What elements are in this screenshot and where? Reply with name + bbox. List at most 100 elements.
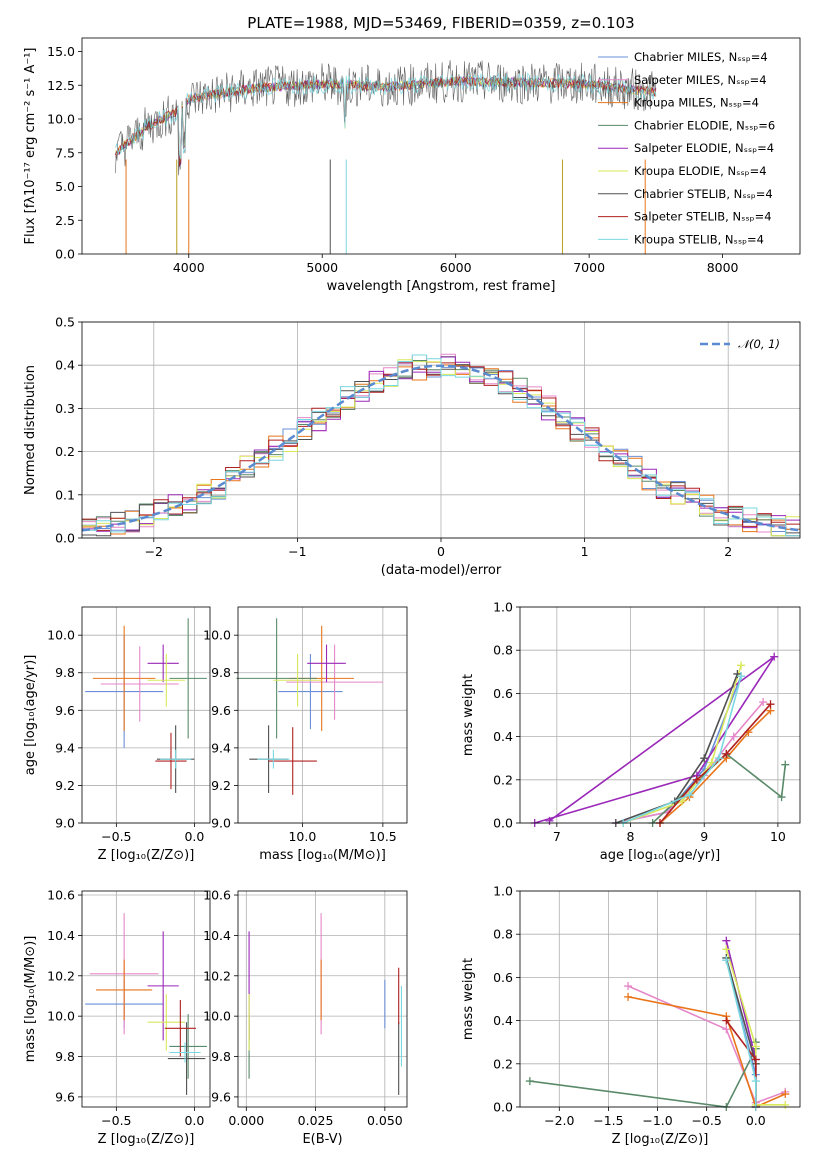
y-tick-label: 9.2	[55, 778, 75, 793]
weight-marker	[759, 698, 768, 707]
y-tick-label: 0.8	[493, 927, 513, 942]
y-tick-label: 9.0	[55, 816, 75, 831]
y-tick-label: 9.0	[211, 816, 231, 831]
chart-title: PLATE=1988, MJD=53469, FIBERID=0359, z=0…	[247, 14, 634, 32]
y-tick-label: 1.0	[493, 600, 513, 615]
x-tick-label: 4000	[173, 260, 205, 275]
x-tick-label: 8000	[707, 260, 739, 275]
weight-line	[627, 985, 786, 1104]
legend-label: Kroupa ELODIE, Nₛₛₚ=4	[634, 164, 767, 178]
weight-marker	[722, 945, 731, 954]
axes-frame	[519, 606, 801, 824]
legend-label: Chabrier MILES, Nₛₛₚ=4	[634, 50, 768, 64]
y-tick-label: 10.2	[47, 968, 75, 983]
y-tick-label: 10.0	[203, 1009, 231, 1024]
x-tick-label: 0.050	[367, 1113, 403, 1128]
y-tick-label: 0.2	[493, 772, 513, 787]
y-tick-label: 9.8	[211, 1049, 231, 1064]
y-tick-label: 10.4	[203, 928, 231, 943]
spectra	[115, 60, 657, 254]
weight-marker	[751, 1077, 760, 1086]
x-tick-label: 6000	[440, 260, 472, 275]
x-tick-label: 8	[627, 829, 635, 844]
x-tick-label: 1	[581, 544, 589, 559]
legend-label: Kroupa STELIB, Nₛₛₚ=4	[634, 232, 764, 246]
x-axis-label: age [log₁₀(age/yr)]	[600, 848, 721, 863]
histogram-series	[82, 354, 800, 537]
x-tick-label: 10.5	[369, 829, 397, 844]
weight-marker	[624, 982, 633, 991]
axes-frame	[81, 37, 801, 255]
y-tick-label: 9.8	[55, 665, 75, 680]
x-tick-label: 0.0	[746, 1113, 766, 1128]
weight-marker	[525, 1077, 534, 1086]
weight-marker	[692, 775, 701, 784]
y-tick-label: 9.4	[55, 740, 75, 755]
y-tick-label: 0.4	[55, 358, 75, 373]
y-tick-label: 0.6	[493, 686, 513, 701]
x-tick-label: −1.5	[593, 1113, 623, 1128]
y-tick-label: 0.6	[493, 970, 513, 985]
y-tick-label: 12.5	[47, 78, 75, 93]
weight-marker	[722, 1016, 731, 1025]
x-tick-label: 0.0	[184, 1113, 204, 1128]
x-axis-label: Z [log₁₀(Z/Z⊙)]	[98, 1132, 195, 1147]
weight-marker	[770, 652, 779, 661]
y-tick-label: 10.6	[203, 888, 231, 903]
error-bars	[85, 913, 207, 1095]
y-tick-label: 10.0	[203, 628, 231, 643]
y-axis-label: mass [log₁₀(M/M⊙)]	[23, 936, 38, 1063]
x-tick-label: −0.5	[101, 1113, 131, 1128]
error-bars	[248, 913, 403, 1095]
weight-marker	[737, 672, 746, 681]
y-tick-label: 0.4	[493, 729, 513, 744]
x-tick-label: 10.0	[288, 829, 316, 844]
y-tick-label: 9.6	[55, 703, 75, 718]
weight-marker	[737, 661, 746, 670]
axes-frame	[237, 606, 408, 824]
y-axis-label: Normed distribution	[23, 365, 38, 495]
y-tick-label: 2.5	[55, 213, 75, 228]
y-tick-label: 9.8	[211, 665, 231, 680]
y-tick-label: 0.0	[493, 816, 513, 831]
x-tick-label: 7000	[573, 260, 605, 275]
weight-marker	[777, 793, 786, 802]
x-axis-label: E(B-V)	[302, 1132, 342, 1147]
y-axis-label: Flux [fλ10⁻¹⁷ erg cm⁻² s⁻¹ A⁻¹]	[23, 48, 38, 245]
y-axis-label: mass weight	[461, 958, 476, 1040]
y-tick-label: 5.0	[55, 179, 75, 194]
weight-marker	[624, 992, 633, 1001]
spectrum-series-line	[115, 72, 657, 160]
weight-line	[534, 656, 775, 824]
y-tick-label: 10.4	[47, 928, 75, 943]
y-tick-label: 9.2	[211, 778, 231, 793]
weight-marker	[722, 936, 731, 945]
x-tick-label: 0	[437, 544, 445, 559]
x-tick-label: −1.0	[642, 1113, 672, 1128]
y-tick-label: 7.5	[55, 145, 75, 160]
x-tick-label: 5000	[306, 260, 338, 275]
y-axis-label: age [log₁₀(age/yr)]	[23, 655, 38, 776]
x-tick-label: 0.000	[228, 1113, 264, 1128]
weight-marker	[700, 754, 709, 763]
weight-marker	[781, 1090, 790, 1099]
legend-label: 𝒩(0, 1)	[738, 337, 780, 351]
x-tick-label: −0.5	[101, 829, 131, 844]
axes-frame	[237, 890, 408, 1108]
weight-lines	[530, 652, 790, 827]
weight-line	[529, 1042, 757, 1108]
y-tick-label: 9.6	[55, 1089, 75, 1104]
y-tick-label: 0.8	[493, 643, 513, 658]
histograms	[81, 353, 801, 537]
y-tick-label: 9.4	[211, 740, 231, 755]
gaussian-curve	[81, 364, 801, 532]
legend-label: Salpeter STELIB, Nₛₛₚ=4	[634, 210, 772, 224]
axes-frame	[81, 321, 801, 539]
y-tick-label: 9.6	[211, 703, 231, 718]
weight-marker	[685, 790, 694, 799]
y-tick-label: 10.6	[47, 888, 75, 903]
error-bars	[236, 618, 383, 795]
weight-marker	[722, 1025, 731, 1034]
y-tick-label: 0.1	[55, 487, 75, 502]
